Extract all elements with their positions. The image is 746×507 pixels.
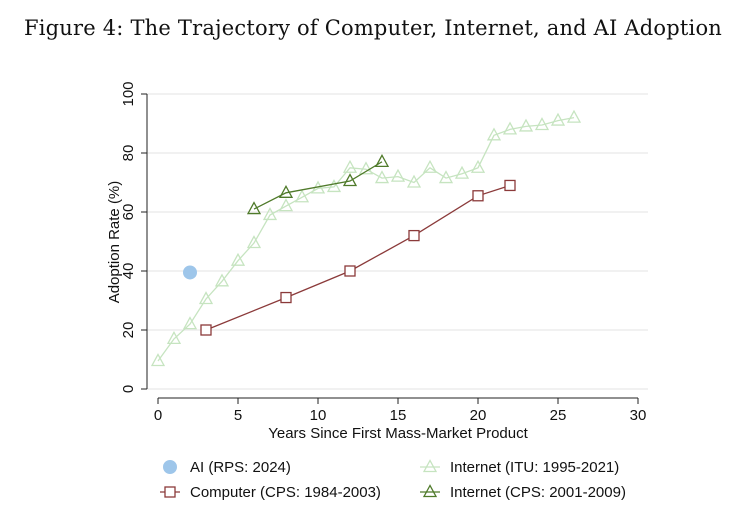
x-tick-label-25: 25 [550, 407, 567, 424]
data-point-internet-itu-1995-2021-5 [230, 252, 246, 266]
data-point-internet-itu-1995-2021-18 [438, 170, 454, 184]
data-point-internet-itu-1995-2021-6 [246, 235, 262, 249]
series-line-internet-cps-2001-2009 [253, 161, 383, 210]
data-point-internet-itu-1995-2021-12 [342, 159, 358, 173]
data-point-computer-cps-1984-2003-3 [408, 229, 420, 242]
x-tick-label-20: 20 [470, 407, 487, 424]
data-point-internet-itu-1995-2021-0 [150, 353, 166, 367]
legend-label-computer-cps-1984-2003: Computer (CPS: 1984-2003) [190, 484, 381, 501]
axes-layer: 0 20 40 60 80 100 0 5 10 15 20 25 30 Years Since Firs… [106, 81, 646, 442]
series-ai-rps-2024 [183, 265, 197, 280]
data-point-internet-itu-1995-2021-26 [566, 109, 582, 123]
data-point-internet-itu-1995-2021-15 [390, 168, 406, 182]
legend-layer: AI (RPS: 2024) Internet (ITU: 1995-2021) C… [160, 459, 626, 501]
legend-item-internet-itu-1995-2021: Internet (ITU: 1995-2021) [420, 459, 619, 476]
data-point-internet-itu-1995-2021-20 [470, 159, 486, 173]
data-point-internet-cps-2001-2009-2 [342, 173, 358, 187]
data-point-computer-cps-1984-2003-0 [200, 324, 212, 336]
data-point-internet-itu-1995-2021-4 [214, 273, 230, 287]
data-point-computer-cps-1984-2003-2 [344, 265, 356, 277]
series-layer [150, 109, 582, 367]
data-point-internet-cps-2001-2009-1 [278, 184, 294, 198]
data-point-internet-itu-1995-2021-7 [262, 207, 278, 221]
data-point-internet-cps-2001-2009-0 [246, 201, 262, 215]
data-point-internet-cps-2001-2009-3 [374, 153, 390, 168]
y-tick-label-20: 20 [120, 322, 137, 339]
x-tick-label-0: 0 [154, 407, 162, 424]
figure-title: Figure 4: The Trajectory of Computer, In… [23, 16, 723, 40]
legend-label-internet-cps-2001-2009: Internet (CPS: 2001-2009) [450, 484, 626, 501]
x-tick-label-30: 30 [630, 407, 647, 424]
grid-layer [147, 93, 648, 390]
data-point-internet-itu-1995-2021-22 [502, 121, 518, 135]
legend-label-ai-rps-2024: AI (RPS: 2024) [190, 459, 291, 476]
data-point-computer-cps-1984-2003-1 [280, 291, 292, 304]
data-point-internet-itu-1995-2021-8 [278, 198, 294, 212]
data-point-ai-rps-2024-0 [183, 265, 197, 280]
series-internet-itu-1995-2021 [150, 109, 582, 367]
legend-item-ai-rps-2024: AI (RPS: 2024) [163, 459, 291, 476]
y-tick-label-80: 80 [120, 145, 137, 162]
y-tick-label-100: 100 [120, 81, 137, 106]
data-point-internet-itu-1995-2021-17 [422, 159, 438, 173]
data-point-internet-itu-1995-2021-19 [454, 165, 470, 179]
legend-marker-internet-cps-2001-2009 [422, 484, 438, 498]
y-tick-label-60: 60 [120, 204, 137, 221]
data-point-internet-itu-1995-2021-25 [550, 112, 566, 126]
x-tick-label-5: 5 [234, 407, 242, 424]
x-tick-label-10: 10 [310, 407, 327, 424]
data-point-internet-itu-1995-2021-3 [198, 291, 214, 305]
data-point-internet-itu-1995-2021-24 [534, 117, 550, 131]
y-tick-label-40: 40 [120, 263, 137, 280]
x-axis-title: Years Since First Mass-Market Product [268, 425, 528, 442]
data-point-internet-itu-1995-2021-1 [166, 330, 182, 345]
x-tick-label-15: 15 [390, 407, 407, 424]
data-point-internet-itu-1995-2021-23 [518, 118, 534, 132]
data-point-internet-itu-1995-2021-14 [374, 170, 390, 184]
series-internet-cps-2001-2009 [246, 153, 390, 215]
data-point-internet-itu-1995-2021-11 [326, 179, 342, 193]
data-point-computer-cps-1984-2003-4 [472, 190, 484, 202]
y-tick-label-0: 0 [120, 385, 137, 393]
legend-marker-ai-rps-2024 [163, 460, 177, 474]
legend-item-internet-cps-2001-2009: Internet (CPS: 2001-2009) [420, 484, 626, 501]
data-point-internet-itu-1995-2021-2 [182, 316, 198, 330]
data-point-internet-itu-1995-2021-13 [358, 161, 374, 175]
series-computer-cps-1984-2003 [200, 179, 516, 336]
data-point-computer-cps-1984-2003-5 [504, 179, 516, 192]
y-axis-title: Adoption Rate (%) [106, 181, 123, 304]
data-point-internet-itu-1995-2021-9 [294, 189, 310, 203]
legend-item-computer-cps-1984-2003: Computer (CPS: 1984-2003) [160, 484, 381, 501]
legend-label-internet-itu-1995-2021: Internet (ITU: 1995-2021) [450, 459, 619, 476]
legend-marker-computer-cps-1984-2003 [164, 486, 176, 498]
legend-marker-internet-itu-1995-2021 [422, 459, 438, 473]
data-point-internet-itu-1995-2021-16 [406, 174, 422, 188]
data-point-internet-itu-1995-2021-21 [486, 127, 502, 141]
